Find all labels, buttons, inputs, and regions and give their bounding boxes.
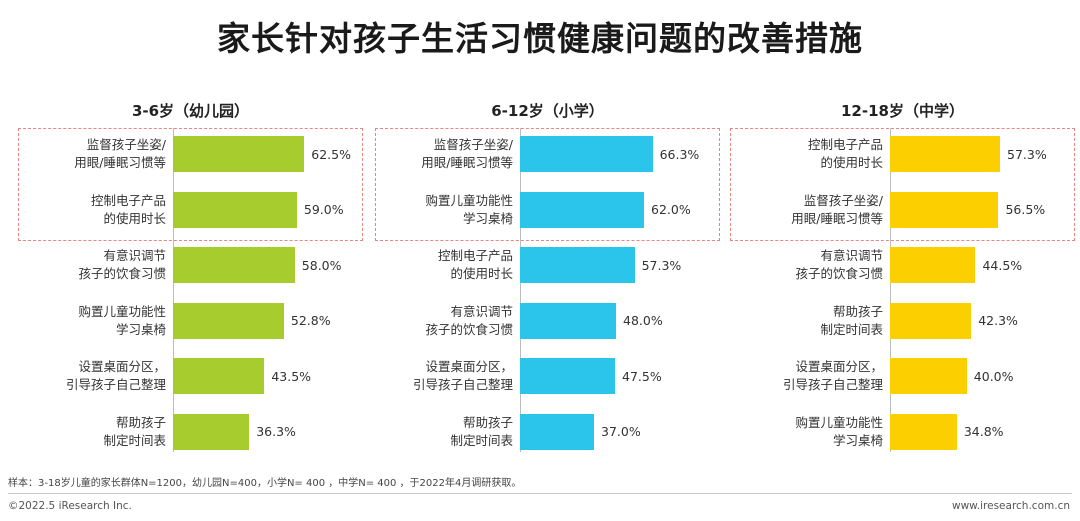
bar-row: 监督孩子坐姿/ 用眼/睡眠习惯等 66.3%: [375, 136, 720, 172]
highlight-box: [18, 128, 363, 241]
bar-row: 控制电子产品 的使用时长 59.0%: [18, 191, 363, 228]
bar-row: 监督孩子坐姿/ 用眼/睡眠习惯等 62.5%: [18, 136, 363, 172]
category-label: 设置桌面分区， 引导孩子自己整理: [412, 359, 513, 392]
category-label: 监督孩子坐姿/ 用眼/睡眠习惯等: [791, 192, 883, 226]
bar-value-label: 59.0%: [303, 202, 344, 217]
category-label: 帮助孩子 制定时间表: [820, 303, 883, 337]
bar: [520, 358, 615, 394]
bar-value-label: 62.0%: [651, 202, 691, 217]
category-label: 监督孩子坐姿/ 用眼/睡眠习惯等: [421, 137, 513, 170]
bar: [173, 413, 250, 450]
bar-row: 购置儿童功能性 学习桌椅 52.8%: [18, 302, 363, 339]
bar-row: 设置桌面分区， 引导孩子自己整理 40.0%: [730, 358, 1075, 394]
bar-value-label: 34.8%: [963, 424, 1004, 439]
category-label: 有意识调节 孩子的饮食习惯: [795, 248, 883, 281]
bar: [520, 191, 644, 228]
bar-value-label: 37.0%: [601, 424, 641, 439]
category-label: 购置儿童功能性 学习桌椅: [78, 303, 166, 337]
panel-title: 6-12岁（小学）: [491, 102, 604, 120]
category-label: 监督孩子坐姿/ 用眼/睡眠习惯等: [74, 137, 166, 170]
bar-row: 设置桌面分区， 引导孩子自己整理 47.5%: [375, 358, 720, 394]
category-label: 控制电子产品 的使用时长: [807, 137, 883, 170]
bar-row: 设置桌面分区， 引导孩子自己整理 43.5%: [18, 358, 363, 394]
bar-row: 帮助孩子 制定时间表 42.3%: [730, 302, 1075, 339]
bar-value-label: 40.0%: [973, 368, 1014, 384]
axis-line: [173, 128, 174, 452]
chart-panel-kindergarten: 3-6岁（幼儿园） 监督孩子坐姿/ 用眼/睡眠习惯等 62.5% 控制电子产品 的使…: [18, 100, 363, 460]
category-label: 设置桌面分区， 引导孩子自己整理: [782, 359, 883, 392]
category-label: 有意识调节 孩子的饮食习惯: [425, 303, 513, 337]
bar: [520, 247, 635, 283]
bar: [173, 191, 297, 228]
bar-row: 购置儿童功能性 学习桌椅 34.8%: [730, 413, 1075, 450]
bar-row: 帮助孩子 制定时间表 37.0%: [375, 413, 720, 450]
bar: [173, 247, 295, 283]
bar-row: 控制电子产品 的使用时长 57.3%: [375, 247, 720, 283]
highlight-box: [730, 128, 1075, 241]
category-label: 有意识调节 孩子的饮食习惯: [78, 248, 166, 281]
sample-footnote: 样本：3-18岁儿童的家长群体N=1200，幼儿园N=400，小学N= 400 …: [8, 478, 522, 489]
bar: [173, 302, 284, 339]
bar-value-label: 57.3%: [641, 257, 682, 273]
chart-panel-primary: 6-12岁（小学） 监督孩子坐姿/ 用眼/睡眠习惯等 66.3% 购置儿童功能性 学…: [375, 100, 720, 460]
bar: [520, 136, 653, 172]
bar-row: 购置儿童功能性 学习桌椅 62.0%: [375, 191, 720, 228]
bar-value-label: 56.5%: [1005, 202, 1046, 217]
bar: [520, 302, 616, 339]
bar-row: 监督孩子坐姿/ 用眼/睡眠习惯等 56.5%: [730, 191, 1075, 228]
axis-line: [520, 128, 521, 452]
bar-value-label: 42.3%: [978, 313, 1018, 328]
bar: [890, 247, 976, 283]
bar: [173, 136, 305, 172]
bar-value-label: 58.0%: [301, 257, 342, 273]
website-link[interactable]: www.iresearch.com.cn: [951, 500, 1070, 512]
bar-value-label: 57.3%: [1007, 146, 1047, 162]
category-label: 帮助孩子 制定时间表: [103, 414, 166, 448]
bar-row: 帮助孩子 制定时间表 36.3%: [18, 413, 363, 450]
highlight-box: [375, 128, 720, 241]
bar: [890, 358, 967, 394]
bar-value-label: 47.5%: [622, 368, 662, 384]
copyright-text: ©2022.5 iResearch Inc.: [8, 500, 132, 512]
bar-value-label: 48.0%: [623, 313, 663, 328]
bar: [890, 191, 999, 228]
bar: [890, 302, 972, 339]
bar-value-label: 66.3%: [659, 146, 700, 162]
category-label: 购置儿童功能性 学习桌椅: [795, 414, 883, 448]
bar-value-label: 43.5%: [271, 368, 312, 384]
category-label: 购置儿童功能性 学习桌椅: [425, 192, 513, 226]
axis-line: [890, 128, 891, 452]
chart-panel-middle: 12-18岁（中学） 控制电子产品 的使用时长 57.3% 监督孩子坐姿/ 用眼/睡…: [730, 100, 1075, 460]
category-label: 帮助孩子 制定时间表: [450, 414, 513, 448]
category-label: 控制电子产品 的使用时长: [437, 248, 513, 281]
footer-divider: [8, 493, 1072, 494]
bar-value-label: 36.3%: [256, 424, 296, 439]
bar-value-label: 44.5%: [982, 257, 1023, 273]
bar-row: 有意识调节 孩子的饮食习惯 48.0%: [375, 302, 720, 339]
bar-row: 控制电子产品 的使用时长 57.3%: [730, 136, 1075, 172]
category-label: 设置桌面分区， 引导孩子自己整理: [65, 359, 166, 392]
bar-value-label: 52.8%: [290, 313, 331, 328]
category-label: 控制电子产品 的使用时长: [90, 192, 166, 226]
bar: [890, 413, 957, 450]
page-title: 家长针对孩子生活习惯健康问题的改善措施: [217, 19, 863, 58]
bar-row: 有意识调节 孩子的饮食习惯 58.0%: [18, 247, 363, 283]
panel-title: 3-6岁（幼儿园）: [131, 102, 250, 120]
bar: [173, 358, 265, 394]
bar: [890, 136, 1001, 172]
panel-title: 12-18岁（中学）: [841, 102, 964, 120]
bar-value-label: 62.5%: [311, 146, 351, 162]
bar: [520, 413, 594, 450]
bar-row: 有意识调节 孩子的饮食习惯 44.5%: [730, 247, 1075, 283]
